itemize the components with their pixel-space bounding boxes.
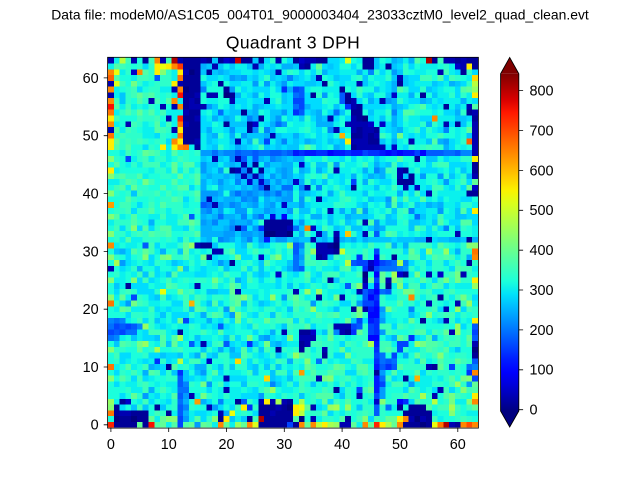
svg-text:20: 20 bbox=[218, 437, 234, 453]
svg-text:Data file: modeM0/AS1C05_004T0: Data file: modeM0/AS1C05_004T01_90000034… bbox=[51, 7, 589, 23]
svg-text:60: 60 bbox=[450, 437, 466, 453]
svg-text:800: 800 bbox=[530, 84, 554, 100]
svg-text:50: 50 bbox=[83, 129, 99, 145]
svg-text:Quadrant 3 DPH: Quadrant 3 DPH bbox=[226, 33, 360, 53]
svg-text:40: 40 bbox=[83, 187, 99, 203]
svg-text:10: 10 bbox=[161, 437, 177, 453]
svg-text:50: 50 bbox=[392, 437, 408, 453]
svg-text:0: 0 bbox=[107, 437, 115, 453]
svg-text:700: 700 bbox=[530, 123, 554, 139]
svg-text:30: 30 bbox=[83, 244, 99, 260]
svg-text:40: 40 bbox=[334, 437, 350, 453]
svg-text:200: 200 bbox=[530, 323, 554, 339]
svg-text:30: 30 bbox=[276, 437, 292, 453]
svg-text:20: 20 bbox=[83, 302, 99, 318]
svg-text:400: 400 bbox=[530, 243, 554, 259]
svg-text:600: 600 bbox=[530, 163, 554, 179]
svg-text:0: 0 bbox=[91, 418, 99, 434]
svg-text:300: 300 bbox=[530, 283, 554, 299]
svg-text:500: 500 bbox=[530, 203, 554, 219]
svg-text:10: 10 bbox=[83, 360, 99, 376]
svg-text:0: 0 bbox=[530, 403, 538, 419]
svg-text:60: 60 bbox=[83, 71, 99, 87]
svg-text:100: 100 bbox=[530, 363, 554, 379]
